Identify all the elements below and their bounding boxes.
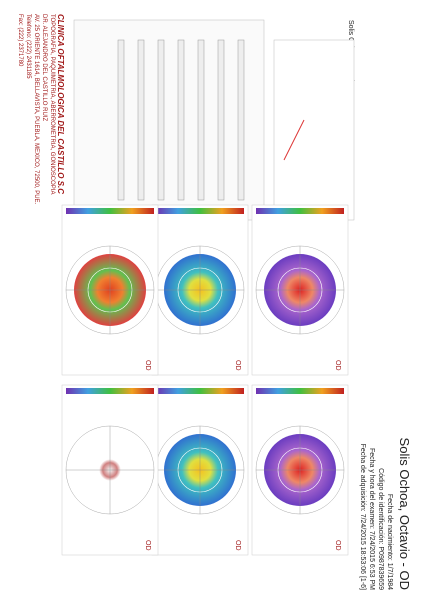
clinic-services: TOPOGRAFIA, PAQUIMETRIA, ABERROMETRIA, G… (49, 14, 55, 195)
birth-date: Fecha de nacimiento: 1/7/1984 (386, 493, 393, 590)
index-bar (177, 39, 185, 201)
map-ring (277, 267, 323, 313)
panel-name: Solis Ochoa, Octavio - (347, 20, 354, 90)
color-scale (66, 388, 154, 394)
clinic-name: CLINICA OFTALMOLOGICA DEL CASTILLO S.C (56, 14, 65, 194)
map-eye: OD (234, 540, 241, 551)
patient-name: Solis Ochoa, Octavio - OD (397, 437, 412, 590)
topography-map (264, 254, 336, 326)
indices-panel (73, 19, 265, 221)
clinic-address: AV. 25 ORIENTE 1614, BELLAVISTA, PUEBLA,… (33, 14, 39, 205)
topography-map (164, 434, 236, 506)
patient-info: Solis Ochoa, Octavio - OD Fecha de nacim… (358, 438, 412, 590)
color-scale (156, 388, 244, 394)
patient-id: Código de identificación: P0987839659 (377, 468, 384, 590)
panel-eye: OD (347, 91, 354, 103)
exam-date: Fecha y hora del examen: 7/24/2015 6:53 … (368, 447, 375, 590)
acquisition-date: Fecha de adquisición: 7/24/2015 18:53:06… (359, 443, 366, 590)
map-frame (251, 384, 349, 556)
color-scale (66, 208, 154, 214)
index-bar (237, 39, 245, 201)
map-ring (277, 447, 323, 493)
map-ring (177, 447, 223, 493)
clinic-header: CLINICA OFTALMOLOGICA DEL CASTILLO S.C T… (16, 14, 65, 205)
color-scale (256, 208, 344, 214)
color-scale (256, 388, 344, 394)
map-outer (155, 245, 245, 335)
map-ring (87, 447, 133, 493)
topography-map (74, 254, 146, 326)
map-frame (61, 384, 159, 556)
map-frame (61, 204, 159, 376)
map-frame (151, 204, 249, 376)
map-outer (255, 425, 345, 515)
topography-map (74, 434, 146, 506)
clinic-phone: Telefono: (222) 2431185 (25, 14, 31, 79)
index-bar (137, 39, 145, 201)
values-box (273, 39, 355, 221)
map-frame (251, 204, 349, 376)
map-ring (177, 267, 223, 313)
map-frame (151, 384, 249, 556)
map-outer (255, 245, 345, 335)
index-bar (217, 39, 225, 201)
index-bar (157, 39, 165, 201)
color-scale (156, 208, 244, 214)
map-outer (65, 245, 155, 335)
map-eye: OD (234, 360, 241, 371)
panel-header: Solis Ochoa, Octavio - OD (347, 20, 354, 102)
clinic-fax: Fax: (222) 2371780 (17, 14, 23, 67)
map-outer (65, 425, 155, 515)
index-bar (117, 39, 125, 201)
clinic-doctor: DR. ALEJANDRO DEL CASTILLO RUIZ (41, 14, 47, 122)
map-eye: OD (144, 540, 151, 551)
map-eye: OD (144, 360, 151, 371)
map-ring (87, 267, 133, 313)
topography-map (264, 434, 336, 506)
map-eye: OD (334, 540, 341, 551)
map-eye: OD (334, 360, 341, 371)
index-bar (197, 39, 205, 201)
indicator-line (283, 119, 305, 161)
topography-map (164, 254, 236, 326)
map-outer (155, 425, 245, 515)
